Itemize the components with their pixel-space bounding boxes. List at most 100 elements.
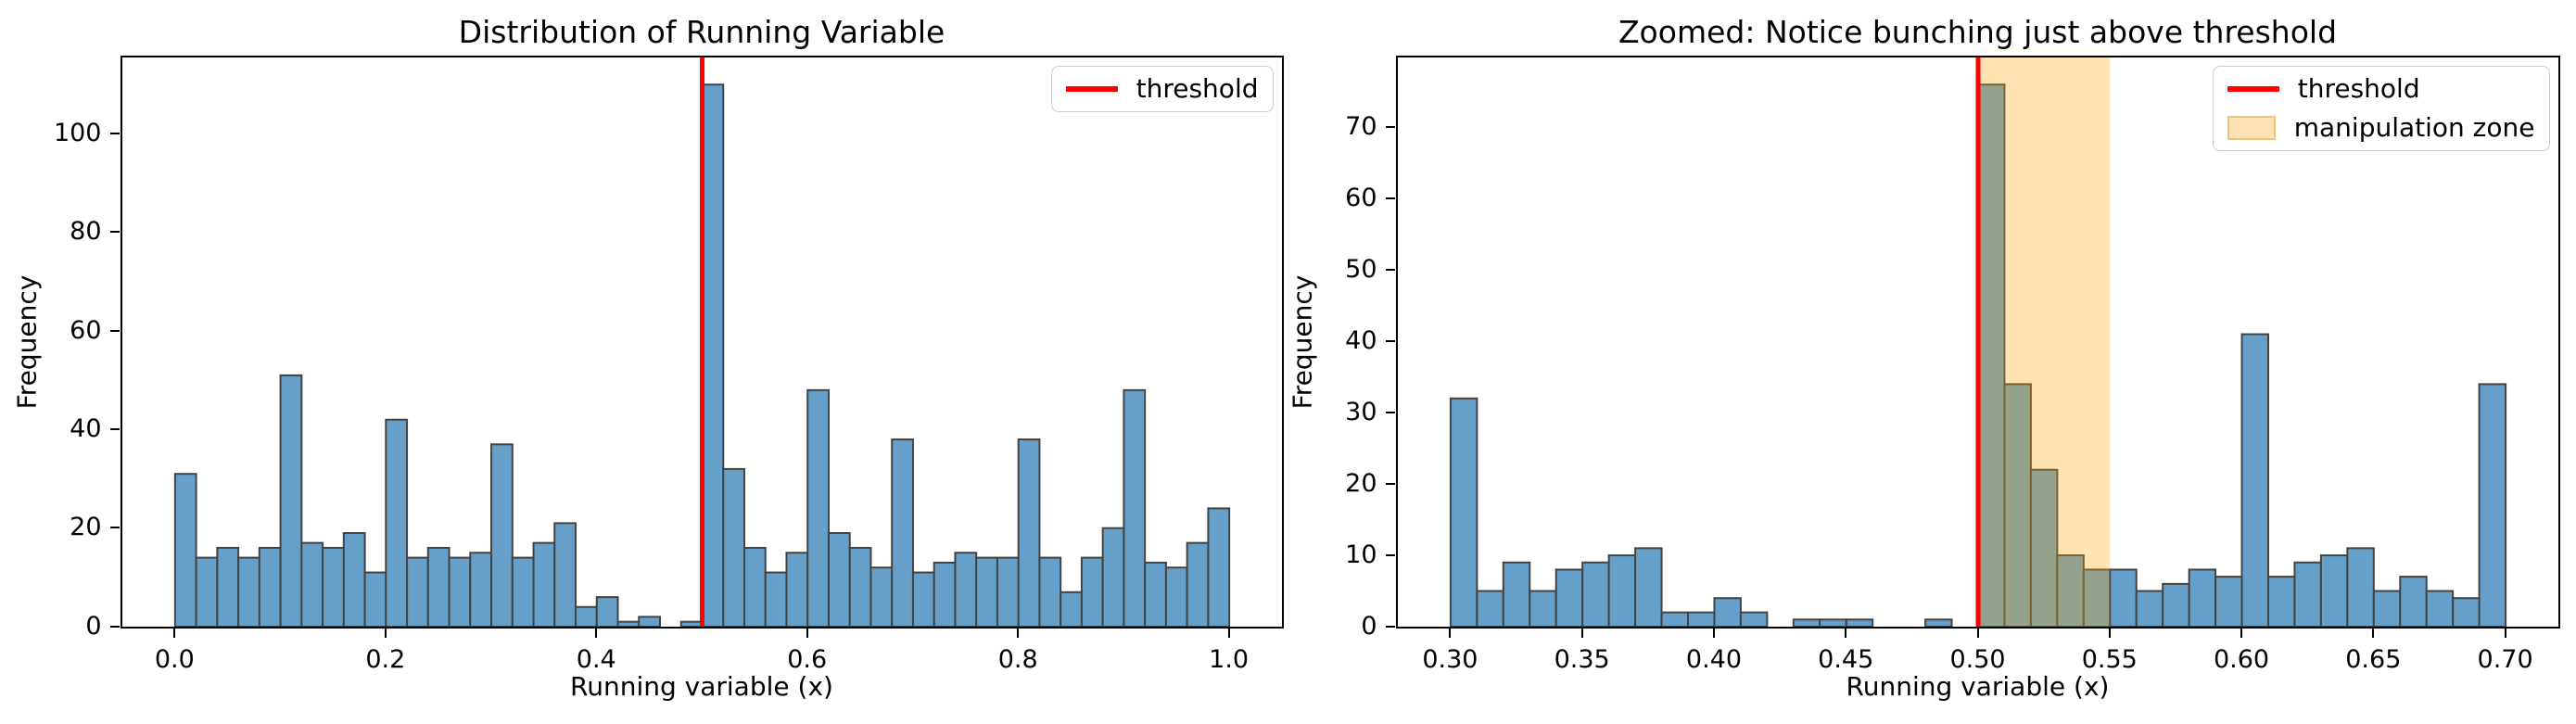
histogram-bar — [784, 551, 808, 627]
right-plot-area — [1449, 57, 2506, 627]
x-tick-label: 1.0 — [1209, 644, 1250, 674]
y-tick-label: 20 — [70, 513, 102, 542]
histogram-bar — [1475, 590, 1504, 627]
histogram-bar — [1923, 617, 1953, 627]
threshold-line-swatch — [2227, 85, 2279, 92]
x-tick-label: 0.6 — [787, 644, 828, 674]
x-tick-mark — [2372, 629, 2375, 638]
legend-label: threshold — [1136, 72, 1259, 104]
y-tick-mark — [1386, 553, 1395, 556]
histogram-bar — [1101, 527, 1124, 627]
x-tick-mark — [1845, 629, 1847, 638]
legend-label: manipulation zone — [2293, 111, 2535, 143]
histogram-bar — [721, 467, 745, 627]
histogram-bar — [1660, 611, 1689, 627]
histogram-bar — [1554, 567, 1583, 627]
y-tick-mark — [1386, 197, 1395, 199]
x-tick-mark — [1017, 629, 1020, 638]
y-tick-mark — [110, 527, 120, 529]
y-tick-label: 60 — [70, 315, 102, 345]
left-plot-xlabel: Running variable (x) — [570, 670, 833, 702]
histogram-bar — [953, 551, 977, 627]
histogram-bar — [701, 83, 724, 627]
legend-label: threshold — [2297, 72, 2420, 104]
x-tick-label: 0.2 — [365, 644, 406, 674]
histogram-bar — [299, 541, 324, 627]
histogram-bar — [1122, 388, 1146, 627]
histogram-bar — [2266, 575, 2295, 627]
histogram-bar — [974, 556, 998, 627]
right-plot-legend: threshold manipulation zone — [2212, 65, 2550, 151]
x-tick-label: 0.65 — [2345, 644, 2402, 674]
y-tick-label: 10 — [1345, 540, 1377, 569]
right-plot-title: Zoomed: Notice bunching just above thres… — [1618, 13, 2338, 50]
histogram-bar — [1017, 438, 1040, 627]
histogram-bar — [195, 556, 218, 627]
histogram-bar — [215, 546, 239, 627]
histogram-bar — [1502, 561, 1530, 627]
histogram-bar — [1143, 561, 1167, 627]
x-tick-label: 0.55 — [2081, 644, 2138, 674]
histogram-bar — [616, 620, 640, 627]
y-tick-label: 100 — [53, 118, 102, 147]
histogram-bar — [848, 546, 871, 627]
histogram-bar — [2372, 590, 2401, 627]
threshold-line — [699, 57, 704, 627]
right-plot-xlabel: Running variable (x) — [1846, 670, 2110, 702]
histogram-bar — [1186, 541, 1209, 627]
y-tick-mark — [1386, 411, 1395, 413]
histogram-bar — [2292, 561, 2322, 627]
histogram-bar — [2319, 553, 2348, 627]
x-tick-label: 0.35 — [1554, 644, 1610, 674]
histogram-bar — [574, 605, 598, 627]
y-tick-mark — [1386, 339, 1395, 342]
histogram-bar — [1976, 83, 2005, 627]
x-tick-label: 0.60 — [2213, 644, 2270, 674]
manipulation-zone-swatch — [2227, 115, 2276, 140]
x-tick-label: 0.40 — [1685, 644, 1743, 674]
manipulation-zone — [1977, 57, 2110, 627]
histogram-bar — [2345, 546, 2375, 627]
histogram-bar — [236, 556, 260, 627]
y-tick-mark — [1386, 482, 1395, 485]
histogram-bar — [1080, 556, 1104, 627]
x-tick-label: 0.8 — [997, 644, 1038, 674]
y-tick-label: 60 — [1345, 183, 1377, 212]
legend-entry-threshold: threshold — [2227, 73, 2535, 105]
histogram-bar — [1528, 590, 1557, 627]
histogram-bar — [1206, 506, 1230, 627]
histogram-bar — [1792, 617, 1821, 627]
histogram-bar — [996, 556, 1020, 627]
x-tick-mark — [1976, 629, 1979, 638]
histogram-bar — [384, 418, 408, 627]
y-tick-mark — [110, 231, 120, 234]
histogram-bar — [426, 546, 450, 627]
x-tick-mark — [1449, 629, 1452, 638]
y-tick-label: 20 — [1345, 468, 1377, 498]
y-tick-label: 80 — [70, 217, 102, 247]
histogram-bar — [1818, 617, 1847, 627]
left-plot: Distribution of Running Variable Running… — [11, 14, 1284, 702]
histogram-bar — [2135, 590, 2164, 627]
left-plot-title: Distribution of Running Variable — [458, 13, 945, 50]
histogram-bar — [532, 541, 555, 627]
x-tick-mark — [2108, 629, 2111, 638]
x-tick-label: 0.50 — [1949, 644, 2006, 674]
histogram-bar — [1686, 611, 1715, 627]
histogram-bar — [1739, 611, 1768, 627]
x-tick-label: 0.45 — [1818, 644, 1874, 674]
y-tick-mark — [110, 132, 120, 134]
histogram-bar — [933, 561, 956, 627]
x-tick-mark — [1227, 629, 1230, 638]
y-tick-mark — [1386, 125, 1395, 128]
histogram-bar — [279, 374, 302, 627]
y-tick-label: 0 — [85, 611, 102, 641]
left-plot-legend: threshold — [1050, 65, 1274, 112]
y-tick-label: 0 — [1361, 611, 1377, 641]
x-tick-mark — [595, 629, 598, 638]
y-tick-label: 40 — [70, 413, 102, 443]
histogram-bar — [1845, 617, 1873, 627]
y-tick-label: 70 — [1345, 111, 1377, 141]
histogram-bar — [173, 472, 197, 627]
